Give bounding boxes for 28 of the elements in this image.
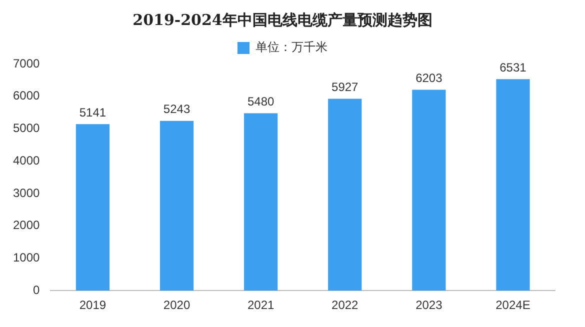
data-label: 5480	[247, 94, 274, 109]
data-label: 5243	[163, 102, 190, 116]
bar	[244, 113, 278, 291]
data-label: 5141	[79, 105, 106, 120]
x-tick-label: 2021	[247, 298, 274, 312]
y-tick-label: 7000	[12, 56, 40, 70]
data-label: 6203	[416, 71, 443, 86]
x-tick-label: 2019	[79, 298, 106, 312]
y-tick-label: 6000	[12, 88, 40, 103]
bar	[496, 79, 530, 291]
y-tick-label: 2000	[12, 218, 40, 232]
y-tick-label: 0	[33, 282, 40, 297]
x-tick-label: 2024E	[496, 298, 530, 312]
x-tick-label: 2023	[416, 298, 443, 312]
bar	[160, 120, 194, 291]
data-label: 6531	[500, 60, 527, 74]
bar	[328, 98, 362, 291]
x-tick-label: 2020	[163, 298, 190, 312]
legend-label: 单位：万千米	[256, 40, 328, 54]
bar	[76, 124, 110, 291]
x-tick-label: 2022	[332, 298, 359, 312]
data-label: 5927	[332, 80, 359, 94]
y-tick-label: 4000	[12, 153, 40, 168]
y-tick-label: 3000	[12, 186, 40, 200]
bar	[412, 90, 446, 291]
chart-title: 2019-2024年中国电线电缆产量预测趋势图	[132, 10, 432, 29]
y-tick-label: 5000	[12, 121, 40, 136]
y-tick-label: 1000	[12, 250, 40, 265]
